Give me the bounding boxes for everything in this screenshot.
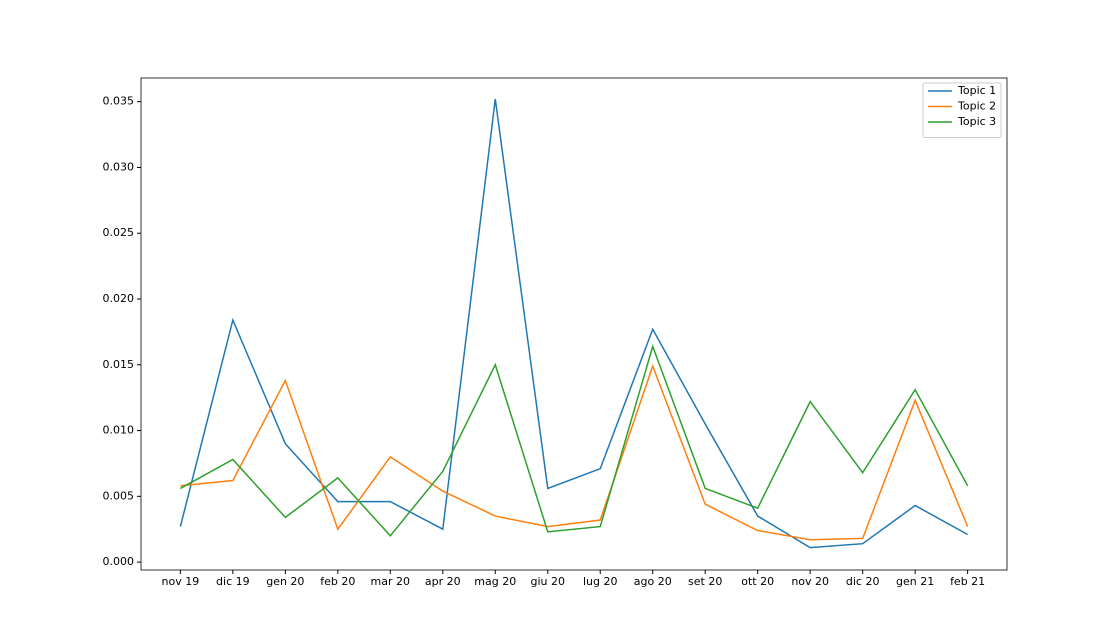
- x-tick-label: gen 20: [266, 575, 304, 588]
- line-series: [180, 343, 969, 537]
- x-tick-label: feb 20: [320, 575, 355, 588]
- legend-label: Topic 3: [957, 115, 996, 128]
- legend-label: Topic 2: [957, 100, 996, 113]
- y-tick-label: 0.005: [103, 489, 135, 502]
- x-tick-label: nov 20: [791, 575, 829, 588]
- x-tick-label: apr 20: [425, 575, 461, 588]
- y-tick-label: 0.025: [103, 226, 135, 239]
- x-tick-label: set 20: [688, 575, 722, 588]
- line-series: [179, 98, 968, 549]
- x-tick-label: ago 20: [634, 575, 672, 588]
- x-tick-label: lug 20: [583, 575, 618, 588]
- x-tick-label: gen 21: [896, 575, 934, 588]
- x-tick-label: ott 20: [741, 575, 774, 588]
- x-tick-label: dic 20: [846, 575, 880, 588]
- x-tick-label: feb 21: [950, 575, 985, 588]
- y-tick-label: 0.035: [103, 95, 135, 108]
- legend-box: [922, 82, 1002, 138]
- x-tick-label: nov 19: [162, 575, 200, 588]
- x-tick-label: mag 20: [474, 575, 516, 588]
- y-tick-label: 0.020: [103, 292, 135, 305]
- y-tick-label: 0.000: [103, 555, 135, 568]
- y-tick-label: 0.010: [103, 424, 135, 437]
- x-tick-label: dic 19: [216, 575, 250, 588]
- y-tick-label: 0.030: [103, 160, 135, 173]
- plot-frame: [140, 77, 1008, 571]
- line-series: [180, 363, 969, 541]
- x-tick-label: giu 20: [530, 575, 565, 588]
- legend-label: Topic 1: [957, 84, 996, 97]
- y-tick-label: 0.015: [103, 358, 135, 371]
- x-tick-label: mar 20: [371, 575, 410, 588]
